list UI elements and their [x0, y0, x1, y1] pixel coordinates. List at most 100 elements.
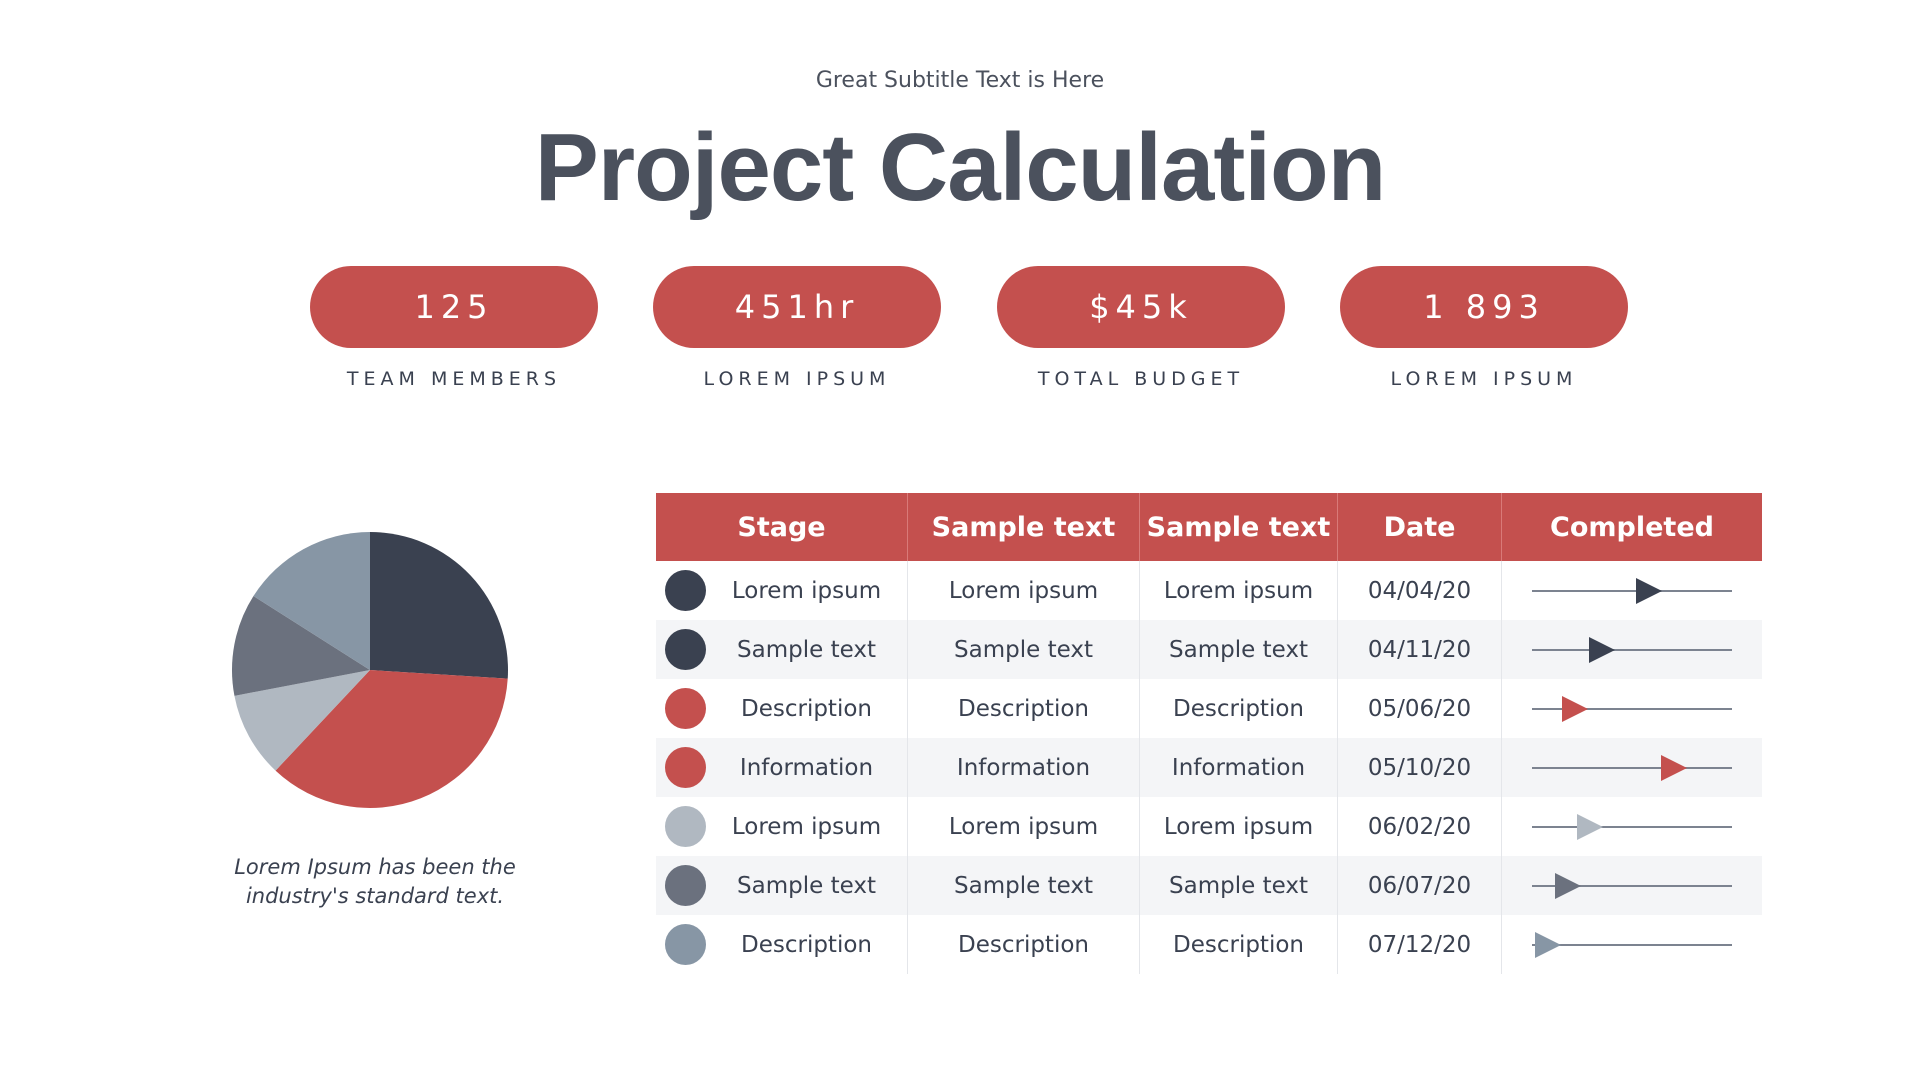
stage-color-dot [665, 688, 706, 729]
table-row: Description Description Description 05/0… [656, 679, 1762, 738]
completed-cell [1502, 738, 1762, 797]
completed-cell [1502, 561, 1762, 620]
progress-marker-icon [1589, 636, 1616, 663]
stat-total-budget: $45k TOTAL BUDGET [997, 266, 1285, 390]
stage-cell: Description [656, 915, 908, 974]
completed-cell [1502, 797, 1762, 856]
progress-track [1532, 753, 1732, 783]
sample-cell: Description [1140, 679, 1338, 738]
pie-slice-2 [275, 670, 508, 808]
table-row: Information Information Information 05/1… [656, 738, 1762, 797]
stage-cell: Lorem ipsum [656, 561, 908, 620]
project-table: Stage Sample text Sample text Date Compl… [656, 493, 1762, 974]
pie-caption: Lorem Ipsum has been the industry's stan… [234, 855, 516, 908]
sample-cell: Sample text [1140, 620, 1338, 679]
stage-color-dot [665, 865, 706, 906]
date-cell: 05/10/20 [1338, 738, 1502, 797]
progress-marker-icon [1660, 754, 1687, 781]
stage-label: Description [741, 931, 872, 958]
stage-color-dot [665, 629, 706, 670]
pie-slice-5 [253, 532, 370, 670]
progress-marker-icon [1535, 931, 1562, 958]
sample-cell: Information [908, 738, 1140, 797]
date-cell: 04/11/20 [1338, 620, 1502, 679]
page-title: Project Calculation [534, 114, 1387, 221]
progress-track [1532, 576, 1732, 606]
completed-cell [1502, 915, 1762, 974]
stage-label: Information [739, 754, 874, 781]
stat-label: TEAM MEMBERS [346, 368, 562, 390]
pie-slice-3 [234, 670, 370, 771]
stage-cell: Lorem ipsum [656, 797, 908, 856]
progress-marker-icon [1577, 813, 1604, 840]
header-date: Date [1338, 493, 1502, 561]
sample-cell: Sample text [908, 620, 1140, 679]
sample-cell: Lorem ipsum [1140, 561, 1338, 620]
completed-cell [1502, 679, 1762, 738]
stage-label: Description [741, 695, 872, 722]
table-row: Lorem ipsum Lorem ipsum Lorem ipsum 06/0… [656, 797, 1762, 856]
table-row: Description Description Description 07/1… [656, 915, 1762, 974]
sample-cell: Information [1140, 738, 1338, 797]
stat-label: LOREM IPSUM [703, 368, 891, 390]
stat-value-pill: $45k [997, 266, 1285, 348]
progress-line [1532, 648, 1732, 651]
stage-cell: Description [656, 679, 908, 738]
header-stage: Stage [656, 493, 908, 561]
stat-label: LOREM IPSUM [1390, 368, 1578, 390]
stat-value-pill: 125 [310, 266, 598, 348]
sample-cell: Description [908, 915, 1140, 974]
progress-track [1532, 871, 1732, 901]
sample-cell: Lorem ipsum [908, 797, 1140, 856]
sample-cell: Sample text [908, 856, 1140, 915]
completed-cell [1502, 856, 1762, 915]
progress-marker-icon [1554, 872, 1581, 899]
progress-marker-icon [1561, 695, 1588, 722]
table-row: Sample text Sample text Sample text 04/1… [656, 620, 1762, 679]
stat-hours: 451hr LOREM IPSUM [653, 266, 941, 390]
stage-color-dot [665, 924, 706, 965]
stat-label: TOTAL BUDGET [1037, 368, 1245, 390]
stage-color-dot [665, 570, 706, 611]
stat-team-members: 125 TEAM MEMBERS [310, 266, 598, 390]
header-completed: Completed [1550, 511, 1714, 543]
progress-line [1532, 884, 1732, 887]
table-row: Lorem ipsum Lorem ipsum Lorem ipsum 04/0… [656, 561, 1762, 620]
progress-line [1532, 707, 1732, 710]
date-cell: 05/06/20 [1338, 679, 1502, 738]
date-cell: 07/12/20 [1338, 915, 1502, 974]
progress-line [1532, 589, 1732, 592]
sample-cell: Description [1140, 915, 1338, 974]
progress-line [1532, 825, 1732, 828]
table-row: Sample text Sample text Sample text 06/0… [656, 856, 1762, 915]
progress-line [1532, 766, 1732, 769]
progress-track [1532, 635, 1732, 665]
pie-chart [232, 532, 508, 808]
stage-label: Lorem ipsum [731, 813, 882, 840]
date-cell: 04/04/20 [1338, 561, 1502, 620]
sample-cell: Lorem ipsum [1140, 797, 1338, 856]
header-sample-text-1: Sample text [908, 493, 1140, 561]
stat-value-pill: 451hr [653, 266, 941, 348]
progress-track [1532, 694, 1732, 724]
progress-track [1532, 930, 1732, 960]
stat-value-pill: 1 893 [1340, 266, 1628, 348]
stage-cell: Sample text [656, 856, 908, 915]
progress-track [1532, 812, 1732, 842]
pie-slice-4 [232, 596, 370, 696]
sample-cell: Sample text [1140, 856, 1338, 915]
stage-cell: Sample text [656, 620, 908, 679]
stage-label: Lorem ipsum [731, 577, 882, 604]
stage-label: Sample text [737, 636, 876, 663]
stage-color-dot [665, 747, 706, 788]
stage-label: Sample text [737, 872, 876, 899]
progress-marker-icon [1636, 577, 1663, 604]
sample-cell: Description [908, 679, 1140, 738]
pie-slice-1 [370, 532, 508, 679]
subtitle: Great Subtitle Text is Here [815, 68, 1105, 93]
date-cell: 06/07/20 [1338, 856, 1502, 915]
progress-line [1532, 943, 1732, 946]
stage-cell: Information [656, 738, 908, 797]
table-header: Stage Sample text Sample text Date Compl… [656, 493, 1762, 561]
stat-count: 1 893 LOREM IPSUM [1340, 266, 1628, 390]
